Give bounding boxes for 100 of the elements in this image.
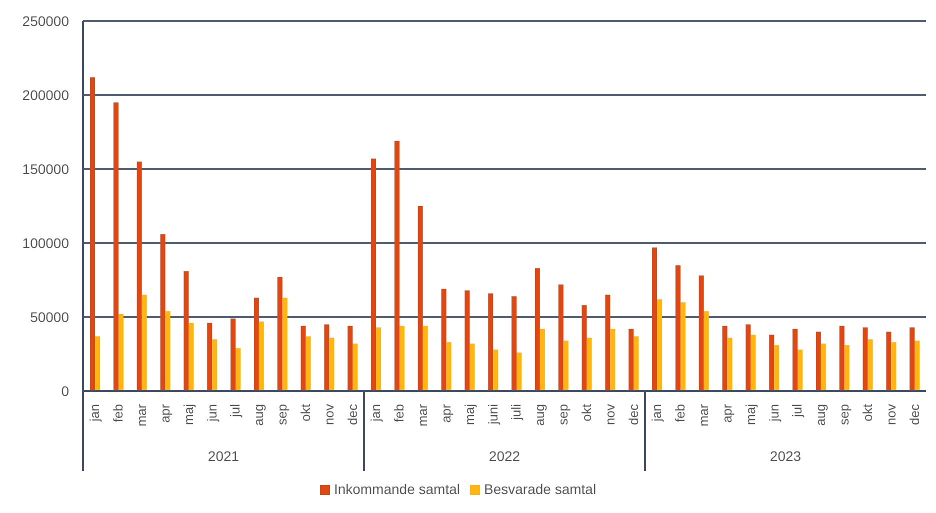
bar [160, 234, 166, 391]
y-tick-label: 0 [61, 382, 70, 399]
bar [207, 322, 212, 391]
legend-label: Inkommande samtal [334, 481, 460, 497]
bar [746, 324, 751, 391]
x-tick-label: sep [274, 404, 290, 425]
bar [493, 350, 498, 391]
x-tick-label: aug [251, 404, 266, 426]
bar [816, 332, 821, 391]
bar [886, 332, 892, 391]
bar [399, 326, 404, 391]
x-tick-label: nov [321, 404, 336, 425]
bar [750, 334, 756, 391]
bar [230, 318, 236, 391]
x-tick-label: jan [368, 404, 384, 422]
bar [418, 206, 423, 391]
bar [236, 348, 241, 391]
bar [540, 328, 545, 391]
x-tick-label: jun [204, 404, 220, 422]
x-tick-label: jan [87, 404, 102, 422]
bar [464, 290, 470, 391]
x-tick-label: apr [157, 403, 172, 423]
bar [675, 265, 680, 391]
bar [329, 338, 334, 391]
bar [300, 326, 306, 391]
x-tick-label: maj [180, 404, 196, 425]
x-tick-label: mar [415, 403, 430, 426]
bar [610, 328, 616, 391]
text: 2023 [770, 448, 802, 464]
x-tick-label: okt [578, 404, 594, 422]
bar [774, 345, 780, 391]
bar [727, 338, 732, 391]
bar [488, 293, 494, 391]
bar [324, 324, 330, 391]
bar [277, 277, 282, 391]
x-tick-label: feb [672, 404, 688, 422]
bar [868, 339, 873, 391]
x-tick-label: maj [462, 404, 477, 425]
bar [704, 311, 709, 391]
x-tick-label: feb [110, 404, 126, 422]
x-tick-label: dec [906, 404, 922, 425]
bar [914, 340, 920, 391]
x-tick-label: mar [696, 403, 712, 426]
x-tick-label: feb [392, 404, 407, 422]
bar [306, 336, 311, 391]
legend-label: Besvarade samtal [484, 481, 596, 497]
bar [113, 102, 118, 391]
bar [394, 140, 400, 391]
y-tick-label: 50000 [30, 308, 70, 325]
bar [441, 288, 446, 391]
x-tick-label: okt [298, 404, 313, 422]
bar [534, 268, 540, 391]
bar [90, 77, 96, 391]
x-tick-label: nov [602, 404, 618, 425]
text: 2022 [488, 448, 520, 464]
x-tick-label: apr [438, 403, 454, 423]
x-tick-label: jul [790, 404, 805, 418]
bar [254, 298, 259, 391]
bar [680, 302, 686, 391]
x-tick-label: mar [134, 403, 150, 426]
bar [634, 336, 639, 391]
x-tick-label: jun [766, 404, 782, 422]
bar [698, 276, 704, 391]
x-tick-label: sep [556, 404, 571, 425]
bar [563, 340, 568, 391]
x-tick-label: juli [508, 404, 524, 421]
bar [184, 271, 189, 391]
bar [657, 299, 662, 391]
x-tick-label: aug [532, 404, 548, 426]
bar [558, 284, 564, 391]
bar [376, 327, 382, 391]
bar [352, 344, 358, 391]
bar [371, 158, 376, 391]
bar [446, 342, 452, 391]
bar [798, 350, 803, 391]
bar [516, 352, 522, 391]
bar [652, 247, 658, 391]
text: 2021 [208, 448, 240, 464]
y-tick-label: 250000 [22, 12, 70, 29]
bar [136, 162, 142, 391]
bar [282, 298, 288, 391]
bar [628, 328, 634, 391]
x-tick-label: sep [836, 404, 852, 425]
x-tick-label: maj [742, 404, 758, 425]
x-tick-label: apr [719, 403, 734, 423]
y-tick-label: 150000 [22, 160, 70, 177]
y-tick-label: 200000 [22, 86, 70, 103]
bar [95, 336, 100, 391]
y-tick-label: 100000 [22, 234, 70, 251]
bar [722, 326, 728, 391]
x-tick-label: okt [860, 404, 875, 422]
bar [862, 327, 868, 391]
bar [258, 321, 264, 391]
bar [844, 345, 850, 391]
bar [142, 294, 147, 391]
bar [118, 314, 124, 391]
x-tick-label: dec [344, 404, 360, 425]
bar [769, 334, 774, 391]
bar [422, 326, 428, 391]
bar [891, 342, 896, 391]
